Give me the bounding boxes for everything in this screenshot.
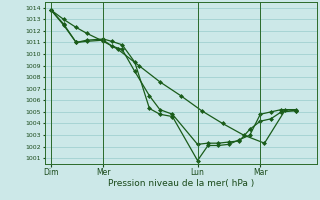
X-axis label: Pression niveau de la mer( hPa ): Pression niveau de la mer( hPa ) <box>108 179 254 188</box>
